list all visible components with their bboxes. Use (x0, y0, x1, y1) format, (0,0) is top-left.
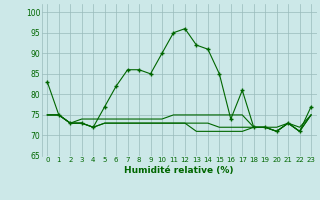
X-axis label: Humidité relative (%): Humidité relative (%) (124, 166, 234, 175)
